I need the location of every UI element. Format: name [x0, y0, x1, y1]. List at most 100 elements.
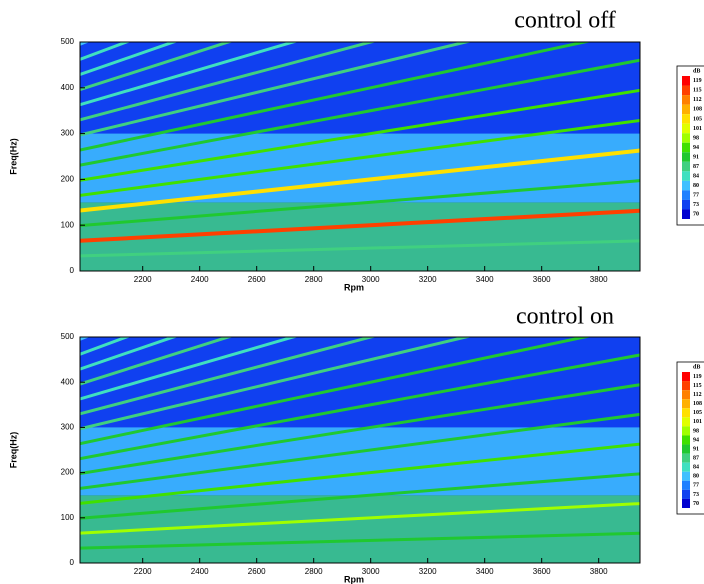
- y-tick-label: 200: [61, 468, 75, 477]
- colorbar-tick-label: 98: [693, 135, 699, 141]
- colorbar-tick-label: 105: [693, 410, 702, 416]
- colorbar-swatch: [682, 399, 690, 409]
- order-line: [80, 148, 640, 213]
- x-tick-label: 3600: [533, 567, 551, 576]
- order-line: [80, 337, 473, 431]
- x-axis-label: Rpm: [344, 574, 364, 584]
- colorbar-tick-label: 70: [693, 501, 699, 507]
- x-tick-label: 2200: [134, 275, 152, 284]
- colorbar-tick-label: 91: [693, 154, 699, 160]
- colorbar-swatch: [682, 471, 690, 481]
- colorbar-swatch: [682, 104, 690, 115]
- colorbar-tick-label: 77: [693, 193, 699, 199]
- x-tick-label: 2800: [305, 567, 323, 576]
- x-tick-label: 3200: [419, 567, 437, 576]
- order-line: [80, 208, 640, 243]
- chart-title: control off: [514, 8, 616, 34]
- colorbar-swatch: [682, 161, 690, 172]
- x-tick-label: 3400: [476, 275, 494, 284]
- colorbar-tick-label: 115: [693, 88, 702, 94]
- colorbar-swatch: [682, 142, 690, 153]
- order-line: [80, 472, 640, 520]
- order-line: [80, 337, 234, 386]
- heatmap: [80, 337, 640, 563]
- x-tick-label: 3600: [533, 275, 551, 284]
- colorbar-tick-label: 105: [693, 116, 702, 122]
- y-tick-label: 300: [61, 423, 75, 432]
- colorbar-tick-label: 115: [693, 383, 702, 389]
- colorbar-swatch: [682, 190, 690, 200]
- heatmap: [80, 42, 640, 271]
- colorbar-swatch: [682, 95, 690, 105]
- order-line: [80, 239, 640, 258]
- colorbar-tick-label: 112: [693, 392, 702, 398]
- colorbar-swatch: [682, 489, 690, 499]
- colorbar-swatch: [682, 408, 690, 418]
- colorbar-tick-label: 101: [693, 419, 702, 425]
- x-tick-label: 2600: [248, 567, 266, 576]
- y-tick-label: 500: [61, 37, 75, 46]
- x-tick-label: 2200: [134, 567, 152, 576]
- y-tick-label: 400: [61, 377, 75, 386]
- colorbar-swatch: [682, 76, 690, 86]
- colorbar-tick-label: 108: [693, 401, 702, 407]
- plot-frame: [79, 336, 641, 564]
- colorbar-swatch: [682, 133, 690, 143]
- colorbar-swatch: [682, 199, 690, 210]
- plot-frame: [79, 41, 641, 272]
- order-line: [80, 42, 377, 122]
- y-axis-label: Freq(Hz): [8, 138, 18, 175]
- x-tick-label: 3400: [476, 567, 494, 576]
- y-tick-label: 0: [70, 266, 75, 275]
- order-line: [80, 88, 640, 182]
- order-line: [80, 412, 640, 490]
- y-axis-label: Freq(Hz): [8, 432, 18, 469]
- colorbar-label: dB: [693, 364, 700, 370]
- colorbar-swatch: [682, 426, 690, 436]
- order-line: [80, 42, 592, 152]
- colorbar-swatch: [682, 453, 690, 463]
- order-line: [80, 179, 640, 228]
- colorbar-swatch: [682, 462, 690, 472]
- colorbar-label: dB: [693, 68, 700, 74]
- y-tick-label: 100: [61, 220, 75, 229]
- colorbar-tick-label: 87: [693, 456, 699, 462]
- x-tick-label: 3800: [590, 275, 608, 284]
- y-tick-label: 100: [61, 513, 75, 522]
- order-line: [80, 337, 299, 401]
- colorbar-tick-label: 112: [693, 97, 702, 103]
- order-line: [80, 531, 640, 550]
- colorbar-tick-label: 98: [693, 428, 699, 434]
- x-tick-label: 3800: [590, 567, 608, 576]
- colorbar-tick-label: 119: [693, 374, 702, 380]
- colorbar-swatch: [682, 180, 690, 191]
- order-line: [80, 337, 592, 446]
- colorbar-swatch: [682, 152, 690, 162]
- colorbar-tick-label: 87: [693, 164, 699, 170]
- y-tick-label: 400: [61, 83, 75, 92]
- colorbar-swatch: [682, 390, 690, 400]
- y-tick-label: 300: [61, 129, 75, 138]
- colorbar-tick-label: 119: [693, 78, 702, 84]
- order-line: [80, 42, 473, 137]
- order-line: [80, 353, 640, 461]
- x-tick-label: 3000: [362, 275, 380, 284]
- colorbar-box: [676, 65, 704, 226]
- colorbar-swatch: [682, 435, 690, 445]
- colorbar-tick-label: 84: [693, 465, 699, 471]
- y-tick-label: 200: [61, 175, 75, 184]
- colorbar-tick-label: 101: [693, 126, 702, 132]
- colorbar-tick-label: 80: [693, 183, 699, 189]
- y-tick-label: 500: [61, 332, 75, 341]
- heatmap-band: [80, 133, 640, 203]
- order-line: [80, 118, 640, 197]
- colorbar-swatch: [682, 209, 690, 219]
- colorbar-swatch: [682, 372, 690, 382]
- colorbar-box: [676, 361, 704, 515]
- x-tick-label: 3200: [419, 275, 437, 284]
- colorbar-tick-label: 84: [693, 173, 699, 179]
- colorbar-swatch: [682, 480, 690, 490]
- x-tick-label: 2600: [248, 275, 266, 284]
- colorbar-swatch: [682, 85, 690, 96]
